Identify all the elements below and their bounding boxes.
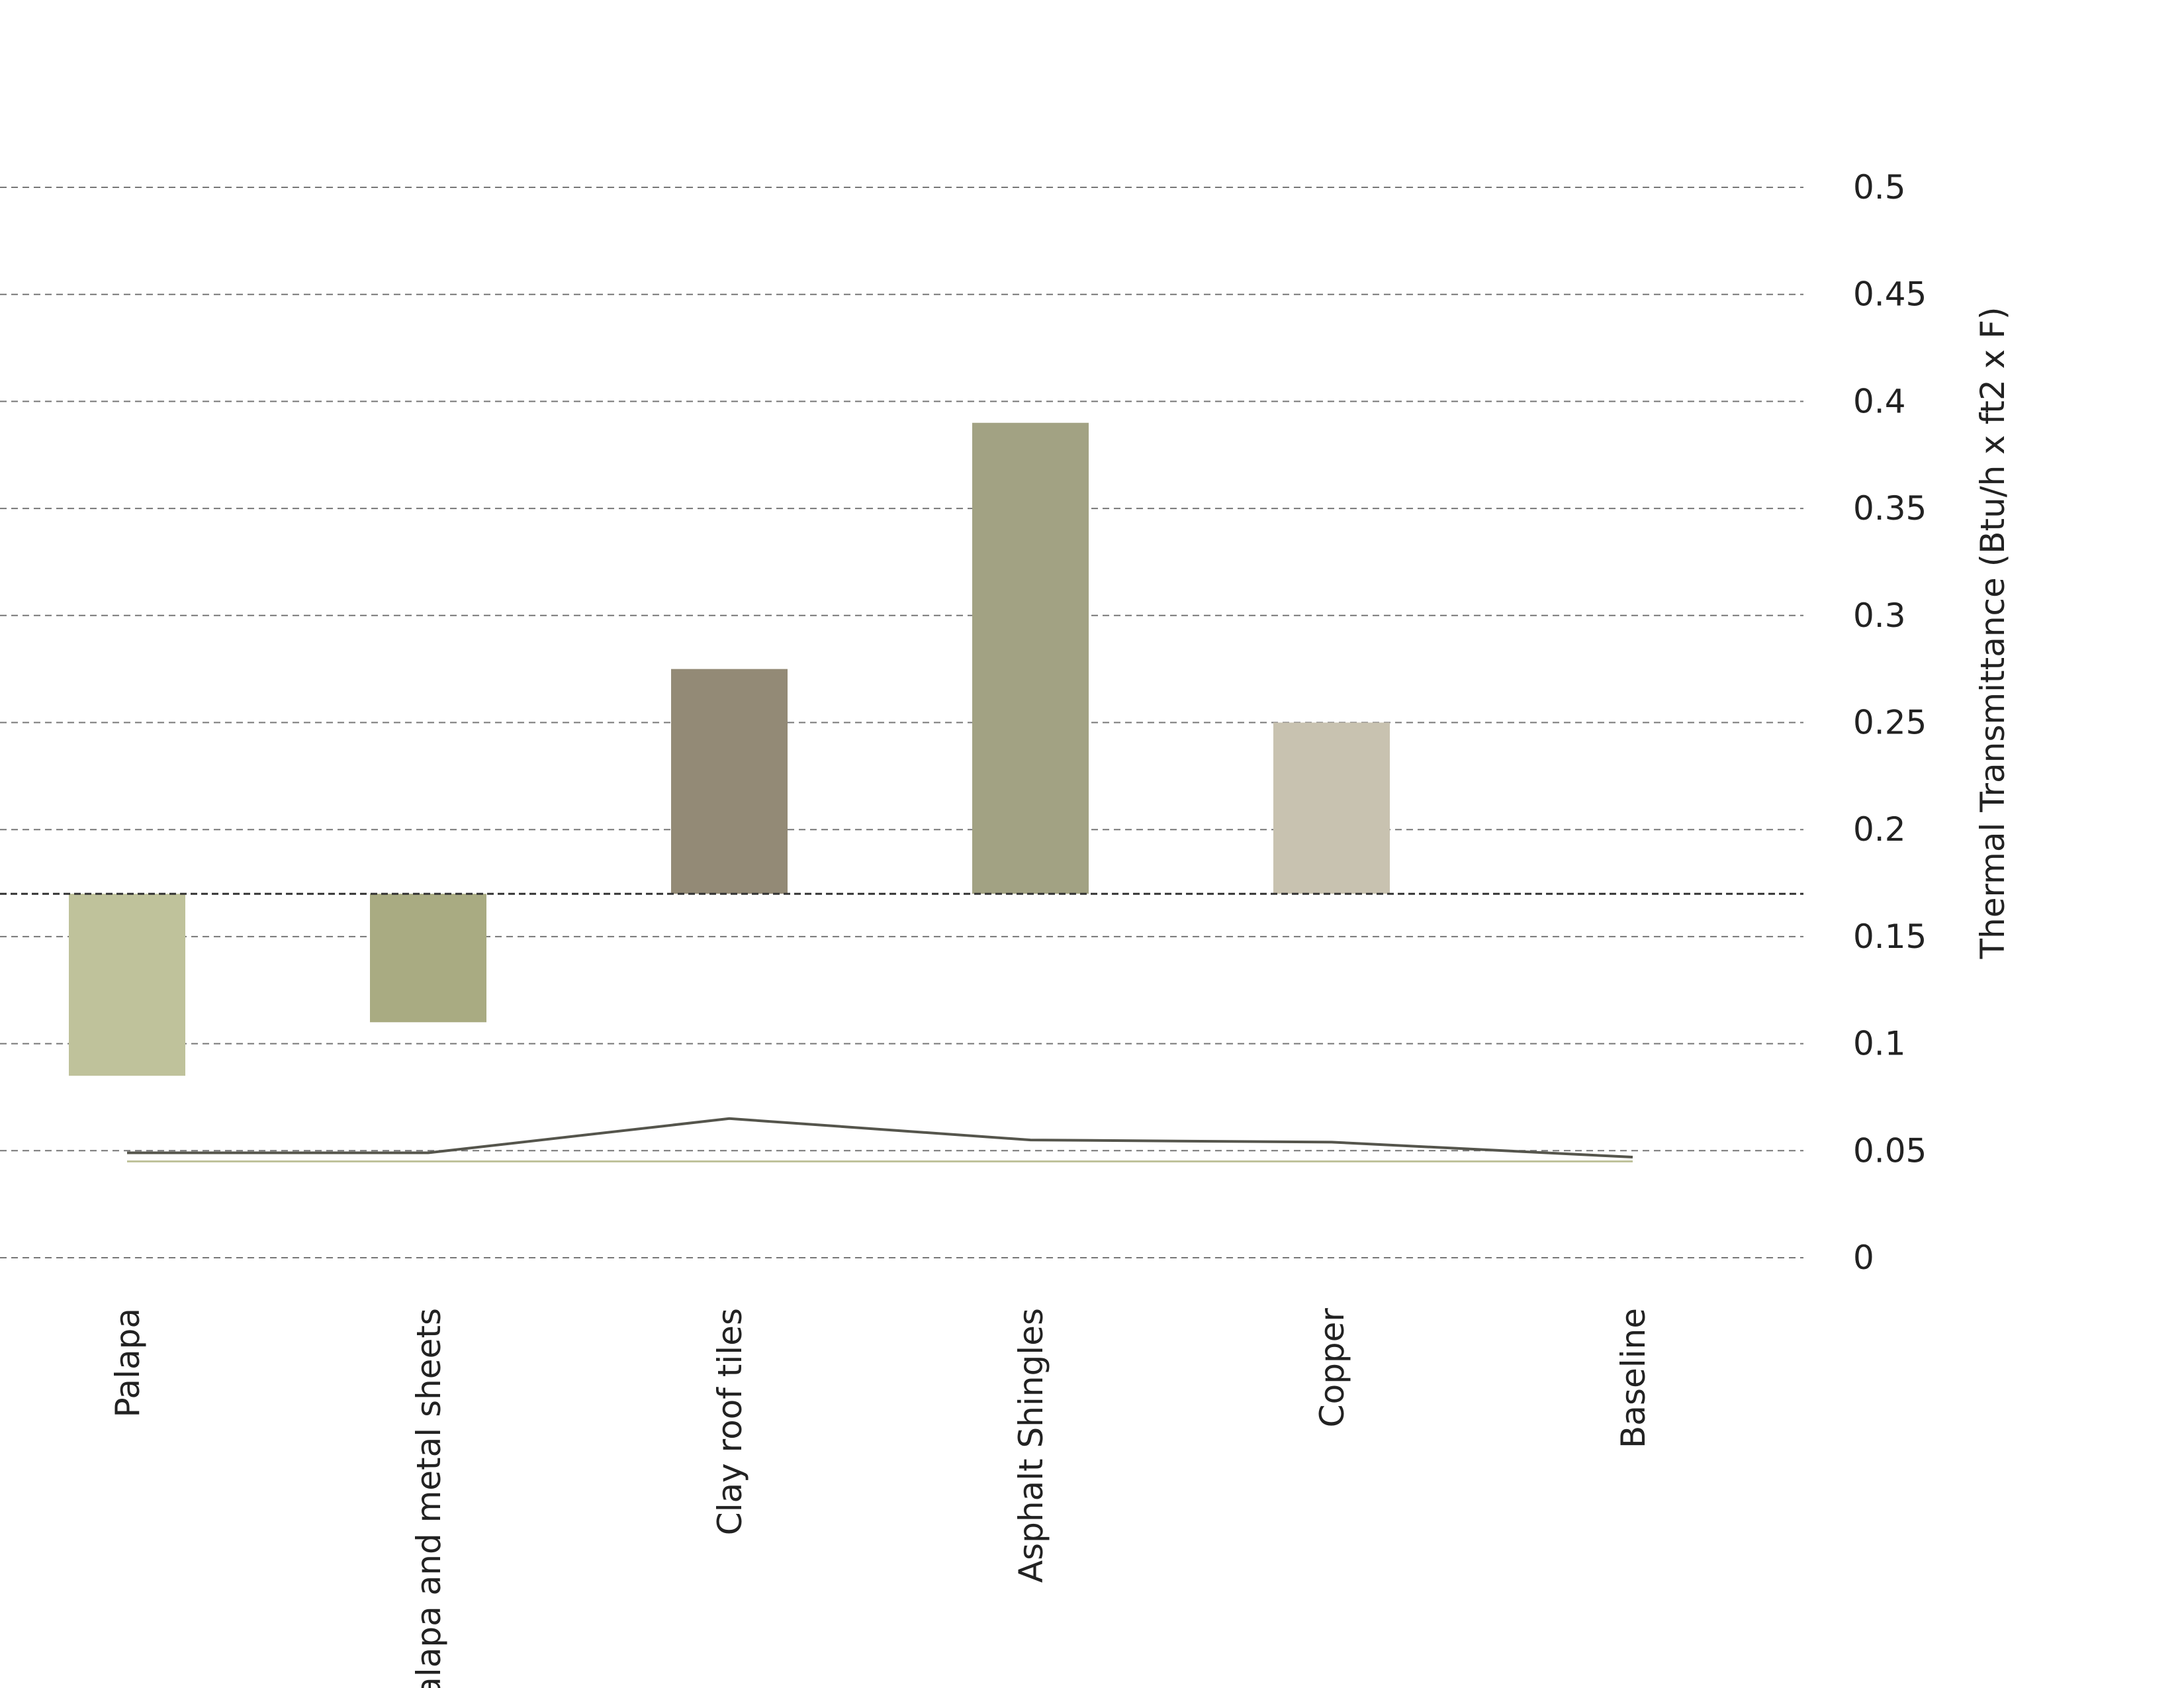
y-tick-label: 0.4 [1853,382,1906,420]
x-tick-label: Copper [1313,1308,1351,1428]
y-tick-label: 0.2 [1853,810,1906,849]
x-tick-label: Baseline [1614,1308,1653,1448]
x-tick-label: Palapa and metal sheets [410,1308,448,1688]
y-tick-label: 0.5 [1853,168,1906,207]
bar [69,894,185,1076]
y-tick-label: 0.05 [1853,1131,1927,1170]
bar [972,422,1089,894]
x-tick-label: Palapa [109,1308,147,1417]
y-tick-label: 0.25 [1853,704,1927,742]
bar [1273,722,1390,894]
line-series [127,1117,1633,1158]
y-tick-label: 0.3 [1853,596,1906,635]
y-tick-label: 0.45 [1853,275,1927,314]
y-tick-label: 0 [1853,1239,1874,1277]
y-tick-label: 0.1 [1853,1025,1906,1063]
x-tick-label: Asphalt Shingles [1012,1308,1050,1583]
y-tick-label: 0.15 [1853,917,1927,956]
x-tick-label: Clay roof tiles [711,1308,749,1535]
bar [370,894,486,1023]
bar [671,669,788,894]
y-axis-label: Thermal Transmittance (Btu/h x ft2 x F) [1974,306,2012,959]
y-tick-label: 0.35 [1853,489,1927,528]
